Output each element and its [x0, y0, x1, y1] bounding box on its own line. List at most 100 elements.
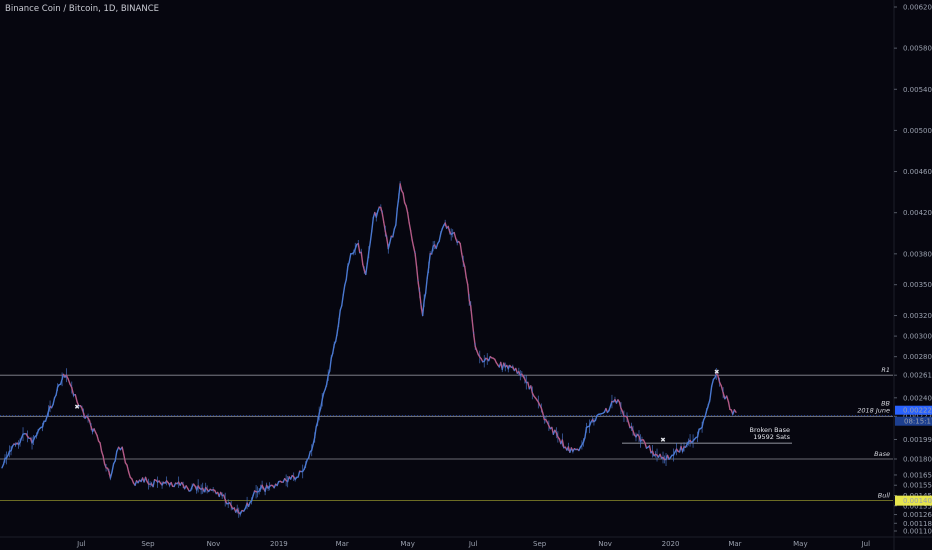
price-segment [381, 212, 385, 224]
x-tick-label: Mar [336, 540, 349, 548]
price-segment [371, 217, 374, 232]
x-tick-label: May [400, 540, 414, 548]
price-segment [402, 192, 406, 204]
price-segment [10, 445, 14, 452]
y-tick-label: 0.0042000 [903, 209, 932, 217]
price-segment [126, 464, 130, 473]
price-segment [152, 479, 156, 488]
price-segment [582, 437, 586, 444]
y-tick-label: 0.0012650 [903, 511, 932, 519]
price-segment [722, 391, 726, 400]
price-segment [121, 446, 125, 456]
price-segment [389, 235, 393, 244]
price-segment [360, 251, 364, 266]
y-tick-label: 0.0038000 [903, 250, 932, 258]
price-segment [459, 242, 463, 255]
price-segment [375, 210, 379, 218]
price-segment [395, 208, 398, 226]
price-segment [710, 378, 715, 387]
price-segment [626, 416, 630, 424]
price-segment [627, 421, 631, 429]
price-segment [41, 420, 45, 428]
price-segment [304, 459, 308, 466]
price-segment [330, 352, 334, 359]
countdown-tag [895, 416, 932, 426]
price-segment [224, 498, 228, 505]
price-segment [515, 367, 519, 374]
price-segment [365, 262, 368, 276]
price-segment [727, 401, 731, 411]
price-segment [377, 206, 381, 212]
price-segment [453, 231, 457, 240]
y-tick-label: 0.0058000 [903, 45, 932, 53]
price-segment [100, 450, 104, 457]
price-segment [339, 304, 343, 311]
price-segment [415, 266, 419, 283]
price-segment [67, 378, 71, 385]
price-segment [632, 430, 636, 436]
price-segment [462, 260, 466, 268]
price-segment [131, 478, 135, 484]
price-segment [733, 409, 737, 413]
price-segment [414, 253, 418, 268]
y-tick-label: 0.0050000 [903, 127, 932, 135]
price-segment [109, 471, 113, 479]
price-segment [348, 253, 352, 263]
price-segment [314, 426, 317, 439]
annotation-text: 19592 Sats [753, 433, 790, 441]
price-segment [409, 229, 413, 241]
price-segment [102, 455, 106, 465]
price-segment [540, 407, 544, 414]
price-segment [310, 443, 314, 451]
y-tick-label: 0.0030000 [903, 333, 932, 341]
x-tick-label: Jul [468, 540, 478, 548]
x-tick-label: May [793, 540, 807, 548]
y-tick-label: 0.0054000 [903, 86, 932, 94]
price-segment [321, 392, 325, 401]
price-segment [648, 445, 652, 454]
mark-icon: ✖ [74, 403, 79, 411]
price-segment [435, 242, 439, 250]
price-segment [594, 414, 598, 422]
price-segment [709, 385, 713, 401]
price-segment [342, 284, 346, 296]
price-segment [123, 453, 127, 464]
x-tick-label: Sep [533, 540, 547, 548]
price-segment [368, 241, 371, 253]
price-segment [44, 415, 48, 422]
chart-title: Binance Coin / Bitcoin, 1D, BINANCE [5, 4, 160, 14]
price-segment [696, 428, 700, 438]
price-segment [725, 395, 730, 403]
x-tick-label: Jul [861, 540, 871, 548]
price-segment [357, 242, 361, 254]
x-tick-label: Nov [598, 540, 612, 548]
price-segment [307, 451, 311, 459]
price-segment [561, 439, 565, 449]
x-tick-label: Mar [728, 540, 741, 548]
price-segment [19, 437, 23, 444]
price-segment [408, 221, 412, 232]
price-segment [439, 228, 443, 235]
price-segment [369, 230, 373, 243]
y-tick-label: 0.0032000 [903, 312, 932, 320]
y-tick-label: 0.0011800 [903, 520, 932, 528]
price-segment [338, 309, 341, 324]
y-tick-label: 0.0013500 [903, 502, 932, 510]
price-segment [465, 276, 469, 286]
price-segment [424, 277, 428, 294]
price-segment [327, 370, 331, 376]
y-tick-label: 0.0046000 [903, 168, 932, 176]
price-segment [651, 450, 655, 457]
current-price-tag [895, 405, 932, 415]
price-segment [65, 374, 69, 380]
price-segment [354, 243, 358, 250]
y-tick-label: 0.0062000 [903, 4, 932, 12]
y-tick-label: 0.0024000 [903, 394, 932, 402]
countdown-label: 08:15:17 [904, 418, 932, 426]
price-segment [405, 205, 409, 214]
level-value-label: 0.0018050 [903, 456, 932, 464]
price-segment [344, 278, 347, 287]
price-segment [406, 211, 410, 224]
